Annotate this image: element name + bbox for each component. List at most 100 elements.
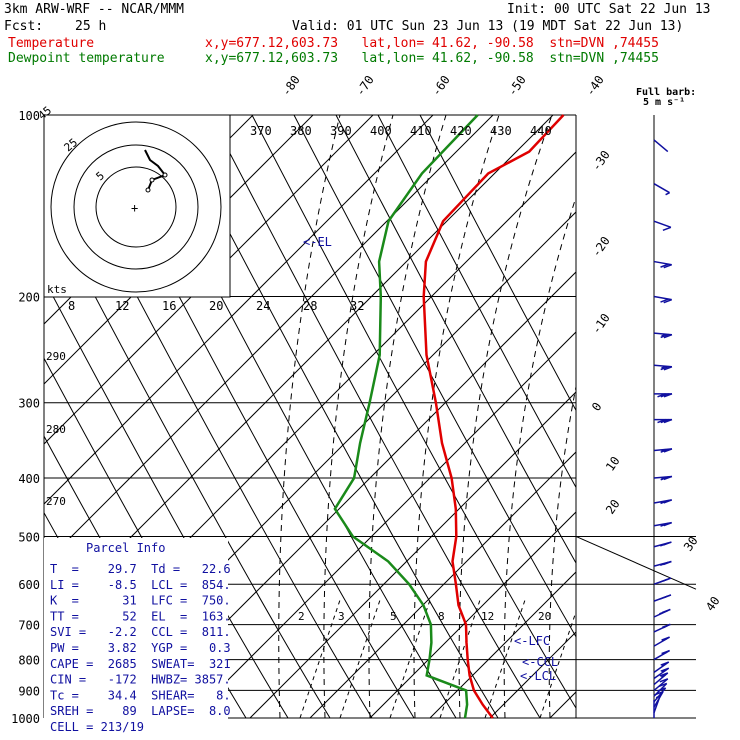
init-time: Init: 00 UTC Sat 22 Jun 13	[507, 2, 711, 17]
dewpoint-profile	[333, 114, 479, 719]
hodograph-axis-tick: 24	[256, 299, 270, 313]
wind-barb	[653, 678, 669, 691]
parcel-info-row: SVI = -2.2 CCL = 811.	[50, 625, 231, 639]
wind-barb	[653, 672, 669, 686]
valid-time: Valid: 01 UTC Sun 23 Jun 13 (19 MDT Sat …	[292, 19, 684, 34]
pressure-label: 600	[18, 578, 40, 592]
hodograph-axis-tick: 12	[115, 299, 129, 313]
temperature-profile	[422, 114, 565, 719]
theta-label: 420	[450, 124, 472, 138]
wind-barb-flag	[659, 578, 669, 583]
wind-barb	[653, 667, 670, 680]
dry-adiabat-label: 290	[46, 350, 66, 363]
wind-barb-flag	[660, 522, 669, 527]
isotherm	[44, 115, 434, 505]
wind-barb	[653, 475, 673, 481]
wind-barb-flag	[660, 365, 669, 371]
pressure-label: 1000	[11, 712, 40, 726]
wind-barb-staff	[653, 260, 672, 266]
wind-barb	[653, 499, 672, 505]
wind-barb-flag	[663, 475, 673, 481]
wind-barb-flag	[660, 298, 669, 303]
wind-barb-flag	[663, 366, 673, 371]
moist-adiabat	[548, 384, 576, 718]
hodograph-axis-tick: 28	[303, 299, 317, 313]
hodograph-ring	[73, 144, 199, 270]
parcel-info-bg	[44, 538, 228, 724]
wind-barb-staff	[653, 364, 672, 368]
moist-adiabat	[458, 115, 553, 718]
hodograph-point	[149, 177, 155, 183]
wind-barb-half	[661, 448, 666, 453]
pressure-label: 200	[18, 291, 40, 305]
hodograph-center: +	[131, 201, 138, 215]
theta-label: 370	[250, 124, 272, 138]
wind-barb-half	[661, 476, 666, 480]
barb-legend-title: Full barb:	[636, 87, 697, 98]
dry-adiabat-label: 280	[46, 423, 66, 436]
hodograph-point	[145, 187, 151, 193]
moist-adiabat	[368, 115, 447, 718]
mixing-ratio-label: 12	[481, 610, 494, 623]
parcel-level-annotation: <-EL	[303, 235, 332, 249]
isotherm-label: -20	[589, 234, 613, 260]
wind-barb	[653, 623, 671, 633]
theta-label: 430	[490, 124, 512, 138]
parcel-level-annotation: <-LFC	[514, 634, 550, 648]
wind-barb-half	[661, 669, 667, 673]
isotherm	[369, 511, 576, 718]
mixing-ratio-label: 5	[390, 610, 397, 623]
parcel-info-title: Parcel Info	[86, 541, 165, 555]
wind-barb	[653, 295, 672, 304]
wind-barb-flag	[659, 542, 669, 547]
mixing-ratio-line	[339, 599, 381, 718]
wind-barb	[653, 636, 670, 647]
hodograph-point	[162, 172, 168, 178]
hodograph-axis-tick: 16	[162, 299, 176, 313]
mixing-ratio-label: 3	[338, 610, 345, 623]
mixing-ratio-label: 2	[298, 610, 305, 623]
wind-barb-flag	[660, 661, 670, 666]
isotherm-label: -50	[505, 73, 529, 99]
wind-barb-flag	[663, 448, 673, 453]
isotherm	[44, 115, 374, 445]
isotherm-label: 0	[589, 400, 605, 414]
pressure-label: 400	[18, 472, 40, 486]
wind-barb	[653, 560, 672, 567]
wind-barb-staff	[653, 295, 672, 301]
wind-barb-flag	[657, 418, 666, 424]
parcel-info-row: TT = 52 EL = 163.	[50, 609, 231, 623]
wind-barb-half	[662, 651, 668, 655]
wind-barb-staff	[653, 691, 664, 708]
dry-adiabat	[377, 115, 576, 489]
mixing-ratio-label: 20	[538, 610, 551, 623]
isotherm-label: 40	[703, 594, 723, 614]
wind-barb-staff	[653, 332, 672, 336]
wind-barb-flag	[659, 561, 669, 567]
pressure-label: 300	[18, 397, 40, 411]
hodograph-axis-tick: 8	[68, 299, 75, 313]
isotherm-label: -60	[429, 73, 453, 99]
mixing-ratio-label: 8	[438, 610, 445, 623]
wind-barb-staff	[653, 220, 672, 229]
parcel-info-row: CELL = 213/19	[50, 720, 144, 734]
isotherm-label: -70	[353, 73, 377, 99]
parcel-info-row: SREH = 89 LAPSE= 8.0	[50, 704, 231, 718]
isotherm	[44, 115, 494, 565]
wind-barb-staff	[653, 183, 670, 194]
wind-barb-flag	[659, 672, 669, 677]
wind-barb-staff	[653, 682, 668, 697]
wind-barb-flag	[659, 678, 669, 683]
wind-barb-staff	[653, 672, 669, 686]
wind-barb-flag	[663, 298, 672, 304]
fcst-value: 25 h	[75, 19, 107, 34]
theta-label: 440	[530, 124, 552, 138]
isotherm	[129, 271, 576, 718]
parcel-info-row: CIN = -172 HWBZ= 3857.	[50, 673, 231, 687]
dry-adiabat	[293, 115, 576, 638]
wind-barb-flag	[663, 418, 673, 424]
wind-barb-staff	[653, 475, 672, 479]
isotherm-label: 10	[603, 454, 623, 474]
